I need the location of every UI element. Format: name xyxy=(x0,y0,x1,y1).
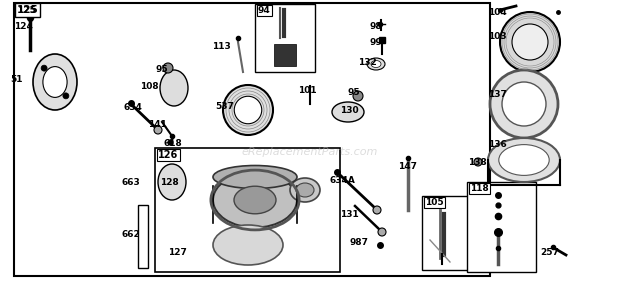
Circle shape xyxy=(373,206,381,214)
Text: 132: 132 xyxy=(358,58,377,67)
Text: 634A: 634A xyxy=(330,176,356,185)
Circle shape xyxy=(502,82,546,126)
Circle shape xyxy=(41,65,47,71)
Text: 105: 105 xyxy=(425,198,444,207)
Text: 98: 98 xyxy=(370,22,383,31)
Circle shape xyxy=(223,85,273,135)
Text: eReplacementParts.com: eReplacementParts.com xyxy=(242,147,378,157)
Ellipse shape xyxy=(499,145,549,175)
Text: 537: 537 xyxy=(215,102,234,111)
Circle shape xyxy=(378,228,386,236)
Text: 257: 257 xyxy=(540,248,559,257)
Text: 141: 141 xyxy=(148,120,167,129)
Text: 618: 618 xyxy=(163,139,182,148)
Bar xyxy=(274,44,296,66)
Text: 136: 136 xyxy=(488,140,507,149)
Text: 125: 125 xyxy=(17,6,36,15)
Text: 51: 51 xyxy=(10,75,22,84)
Text: 663: 663 xyxy=(122,178,141,187)
Circle shape xyxy=(154,126,162,134)
Text: 662: 662 xyxy=(122,230,141,239)
Ellipse shape xyxy=(367,58,385,70)
Ellipse shape xyxy=(33,54,77,110)
Text: 95: 95 xyxy=(155,65,167,74)
Text: 125: 125 xyxy=(17,5,38,15)
Text: 126: 126 xyxy=(158,150,179,160)
Text: 104: 104 xyxy=(488,8,507,17)
Bar xyxy=(422,196,468,270)
Text: 101: 101 xyxy=(298,86,317,95)
Text: 634: 634 xyxy=(123,103,142,112)
Text: 128: 128 xyxy=(160,178,179,187)
Bar xyxy=(155,148,340,272)
Text: 131: 131 xyxy=(340,210,359,219)
Text: 987: 987 xyxy=(350,238,369,247)
Text: 99: 99 xyxy=(370,38,383,47)
Ellipse shape xyxy=(43,67,67,97)
Ellipse shape xyxy=(290,178,320,202)
Text: 113: 113 xyxy=(212,42,231,51)
Ellipse shape xyxy=(160,70,188,106)
Ellipse shape xyxy=(371,61,381,67)
Ellipse shape xyxy=(213,172,297,228)
Text: 137: 137 xyxy=(488,90,507,99)
Text: 95: 95 xyxy=(348,88,361,97)
Circle shape xyxy=(512,24,548,60)
Circle shape xyxy=(234,96,262,124)
Circle shape xyxy=(474,158,482,166)
Ellipse shape xyxy=(234,186,276,214)
Ellipse shape xyxy=(213,166,297,188)
Text: 130: 130 xyxy=(340,106,358,115)
Circle shape xyxy=(500,12,560,72)
Text: 127: 127 xyxy=(168,248,187,257)
Text: 94: 94 xyxy=(258,6,271,15)
Bar xyxy=(255,4,315,72)
Circle shape xyxy=(163,63,173,73)
Text: 118: 118 xyxy=(470,184,489,193)
Circle shape xyxy=(353,91,363,101)
Text: 147: 147 xyxy=(398,162,417,171)
Bar xyxy=(14,3,490,276)
Text: 124: 124 xyxy=(14,22,33,31)
Ellipse shape xyxy=(332,102,364,122)
Ellipse shape xyxy=(296,183,314,197)
Bar xyxy=(138,205,148,268)
Bar xyxy=(467,182,536,272)
Text: 103: 103 xyxy=(488,32,507,41)
Ellipse shape xyxy=(158,164,186,200)
Ellipse shape xyxy=(213,225,283,265)
Text: 108: 108 xyxy=(140,82,159,91)
Ellipse shape xyxy=(488,138,560,182)
Circle shape xyxy=(490,70,558,138)
Circle shape xyxy=(63,93,69,99)
Text: 138: 138 xyxy=(468,158,487,167)
